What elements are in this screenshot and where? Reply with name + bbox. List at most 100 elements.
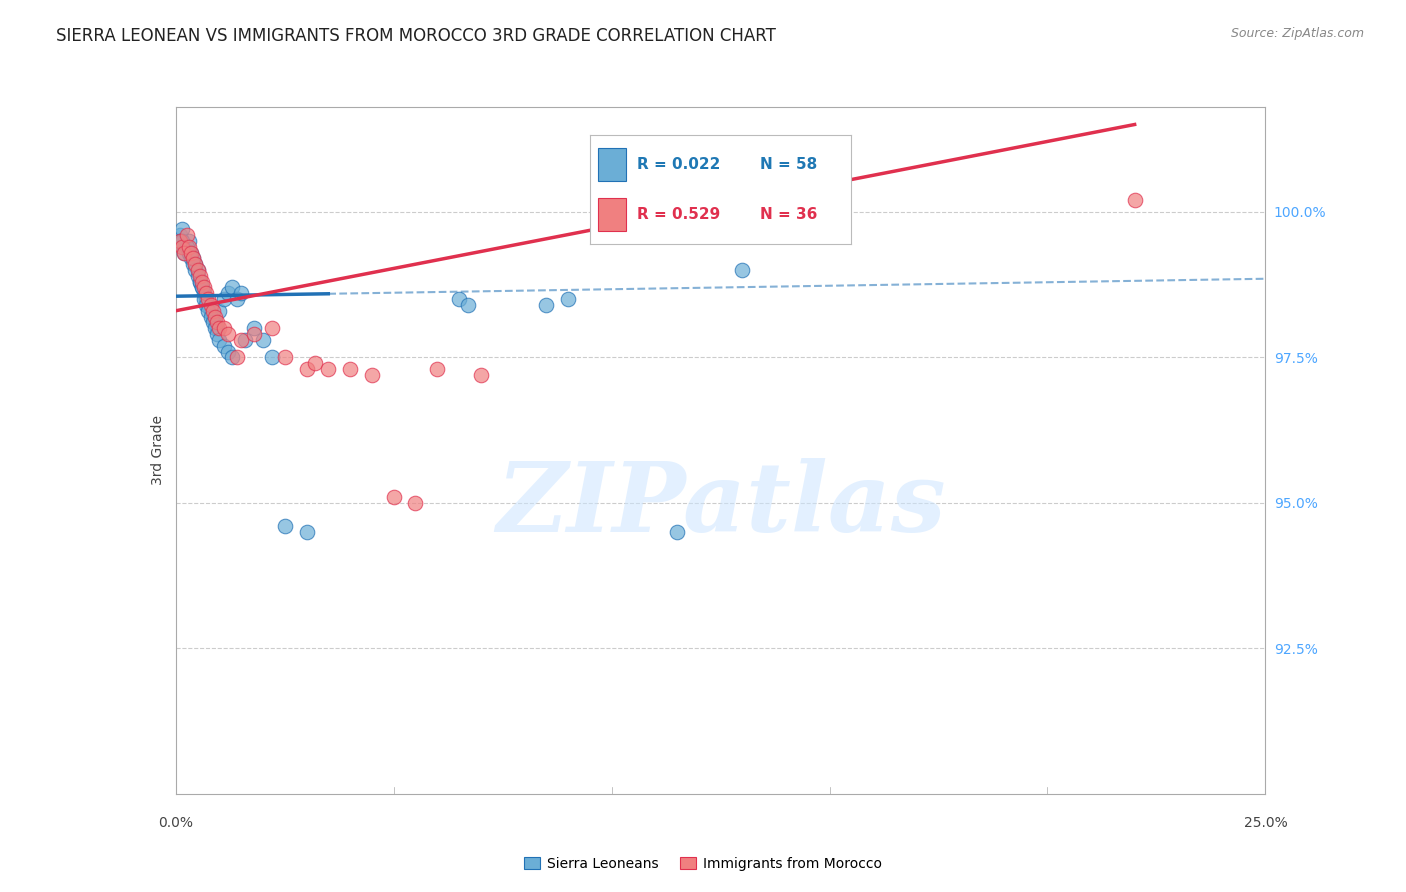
Point <box>177 245 200 260</box>
Point <box>208 321 231 335</box>
Point <box>200 310 222 324</box>
Point <box>186 263 209 277</box>
Point <box>217 344 239 359</box>
Point <box>184 257 207 271</box>
Point <box>186 263 209 277</box>
Point <box>221 351 243 365</box>
Text: Source: ZipAtlas.com: Source: ZipAtlas.com <box>1230 27 1364 40</box>
Point <box>176 240 198 254</box>
Point <box>447 292 470 306</box>
Point <box>173 240 195 254</box>
Point <box>197 298 219 312</box>
Point <box>197 303 219 318</box>
Legend: Sierra Leoneans, Immigrants from Morocco: Sierra Leoneans, Immigrants from Morocco <box>517 851 889 876</box>
Point <box>173 245 195 260</box>
Point <box>180 245 202 260</box>
Point <box>304 356 326 370</box>
Point <box>193 286 215 301</box>
Point <box>186 268 209 283</box>
Point <box>235 333 257 347</box>
Point <box>274 351 297 365</box>
Point <box>339 362 361 376</box>
Point <box>193 280 215 294</box>
Point <box>217 326 239 341</box>
Point <box>557 292 579 306</box>
Text: 0.0%: 0.0% <box>159 816 193 830</box>
Point <box>318 362 340 376</box>
Point <box>172 222 194 236</box>
Point <box>295 524 318 539</box>
Point <box>201 303 224 318</box>
Point <box>204 310 226 324</box>
Point <box>208 333 231 347</box>
Point <box>382 490 405 504</box>
Point <box>180 245 202 260</box>
Point <box>204 321 226 335</box>
Point <box>177 234 200 248</box>
Text: SIERRA LEONEAN VS IMMIGRANTS FROM MOROCCO 3RD GRADE CORRELATION CHART: SIERRA LEONEAN VS IMMIGRANTS FROM MOROCC… <box>56 27 776 45</box>
Point <box>176 228 198 243</box>
Point <box>195 298 218 312</box>
Point <box>184 257 207 271</box>
Text: ZIPatlas: ZIPatlas <box>496 458 945 552</box>
Point <box>191 280 214 294</box>
Point <box>191 280 214 294</box>
Y-axis label: 3rd Grade: 3rd Grade <box>150 416 165 485</box>
Point <box>181 257 204 271</box>
Point <box>534 298 557 312</box>
Point <box>205 326 228 341</box>
Point <box>205 315 228 329</box>
Point <box>195 286 218 301</box>
Point <box>243 326 266 341</box>
Point <box>200 298 222 312</box>
Point <box>231 286 253 301</box>
Point <box>208 303 231 318</box>
Point <box>188 275 211 289</box>
Point <box>173 245 195 260</box>
Point <box>260 321 283 335</box>
Point <box>184 263 207 277</box>
Point <box>217 286 239 301</box>
Point <box>361 368 384 382</box>
Point <box>457 298 479 312</box>
Point <box>260 351 283 365</box>
Point <box>195 292 218 306</box>
Point <box>188 268 211 283</box>
Point <box>731 263 754 277</box>
Text: 25.0%: 25.0% <box>1243 816 1288 830</box>
Point <box>180 252 202 266</box>
Point <box>212 292 235 306</box>
Point <box>204 315 226 329</box>
Point <box>426 362 449 376</box>
Point <box>169 234 191 248</box>
Point <box>212 321 235 335</box>
Point <box>212 339 235 353</box>
Point <box>177 240 200 254</box>
Point <box>197 292 219 306</box>
Point <box>188 275 211 289</box>
Point <box>200 303 222 318</box>
Point <box>252 333 274 347</box>
Point <box>169 228 191 243</box>
Point <box>295 362 318 376</box>
Point <box>666 524 689 539</box>
Point <box>193 292 215 306</box>
Point <box>221 280 243 294</box>
Point <box>191 275 214 289</box>
Point <box>1123 193 1146 207</box>
Point <box>225 351 247 365</box>
Point <box>172 234 194 248</box>
Point <box>274 519 297 533</box>
Point <box>176 240 198 254</box>
Point <box>172 240 194 254</box>
Point <box>181 252 204 266</box>
Point <box>201 310 224 324</box>
Point <box>243 321 266 335</box>
Point <box>231 333 253 347</box>
Point <box>470 368 492 382</box>
Point <box>205 321 228 335</box>
Point <box>181 252 204 266</box>
Point <box>405 496 427 510</box>
Point <box>225 292 247 306</box>
Point <box>201 315 224 329</box>
